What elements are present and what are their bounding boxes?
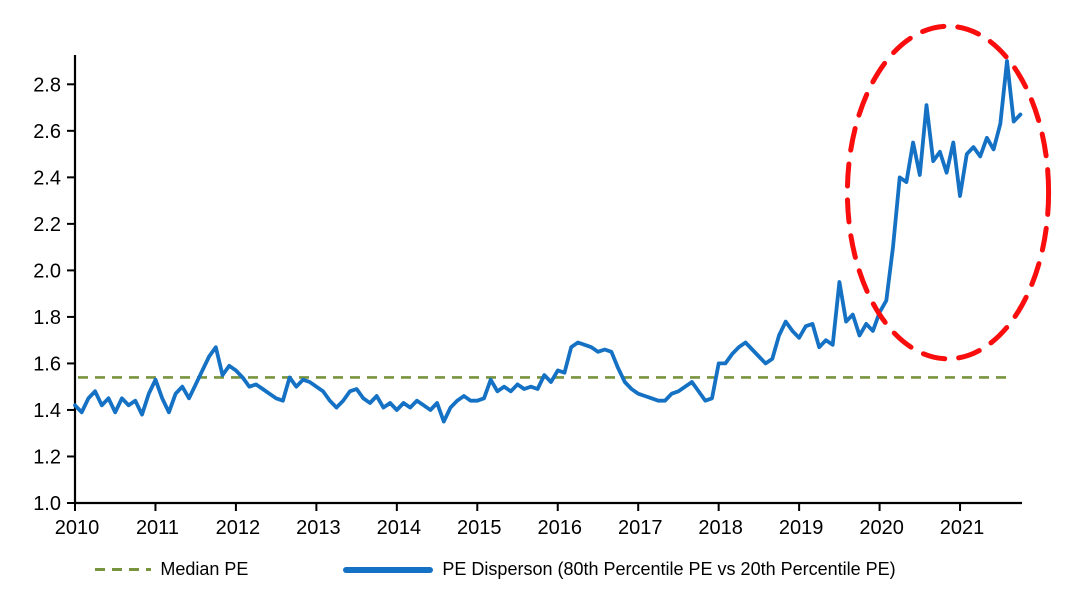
x-axis-tick-label: 2020: [859, 517, 904, 539]
x-axis-tick-label: 2017: [618, 517, 663, 539]
x-axis-tick-label: 2015: [457, 517, 502, 539]
axes-lines: [73, 55, 1022, 505]
y-axis-tick-label: 1.4: [33, 400, 61, 422]
x-axis-tick-label: 2013: [296, 517, 341, 539]
y-axis-tick-label: 2.8: [33, 74, 61, 96]
y-axis-tick-label: 2.4: [33, 167, 61, 189]
chart-legend: Median PE PE Disperson (80th Percentile …: [0, 559, 1076, 580]
x-axis-tick-label: 2019: [779, 517, 824, 539]
legend-item-pe-dispersion: PE Disperson (80th Percentile PE vs 20th…: [343, 559, 896, 580]
x-axis-tick-label: 2021: [940, 517, 985, 539]
y-axis-tick-label: 2.6: [33, 121, 61, 143]
y-axis-tick-label: 2.2: [33, 214, 61, 236]
highlight-ellipse: [844, 23, 1052, 362]
x-axis-tick-label: 2010: [55, 517, 100, 539]
x-axis-tick-label: 2011: [136, 517, 179, 539]
y-axis-tick-label: 1.0: [33, 493, 61, 515]
legend-label-median-pe: Median PE: [160, 559, 249, 579]
y-axis-tick-label: 1.6: [33, 353, 61, 375]
pe-dispersion-series-line: [73, 59, 1023, 424]
legend-item-median-pe: Median PE: [95, 559, 248, 580]
x-axis-tick-label: 2018: [698, 517, 743, 539]
x-axis-tick-label: 2014: [377, 517, 422, 539]
y-axis-tick-label: 1.8: [33, 307, 61, 329]
y-axis-tick-label: 1.2: [33, 446, 61, 468]
legend-label-pe-dispersion: PE Disperson (80th Percentile PE vs 20th…: [442, 559, 896, 579]
y-axis-tick-label: 2.0: [33, 260, 61, 282]
x-axis-tick-label: 2016: [538, 517, 583, 539]
x-axis-tick-label: 2012: [216, 517, 261, 539]
median-pe-dash-swatch: [95, 568, 152, 571]
pe-dispersion-line-swatch: [343, 566, 434, 573]
